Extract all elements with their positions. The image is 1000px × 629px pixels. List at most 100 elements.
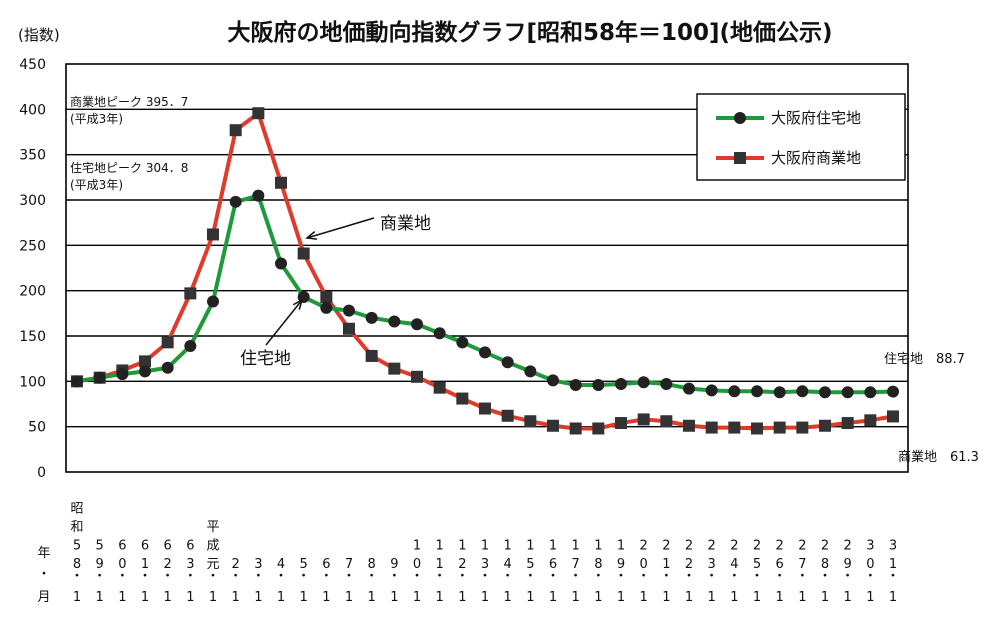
x-year-char: 2 — [685, 539, 693, 554]
x-tick-label: 2 4・ 1 — [728, 539, 741, 606]
x-tick-label: 61・1 — [138, 539, 151, 606]
gridlines — [66, 108, 908, 428]
data-point — [819, 419, 831, 432]
data-point — [501, 409, 514, 422]
plot-border — [65, 63, 909, 473]
data-point — [365, 311, 378, 324]
data-point — [569, 378, 582, 391]
data-point — [388, 362, 401, 375]
x-year-char: 1 — [458, 539, 466, 554]
x-year-char: 5 — [526, 557, 534, 572]
x-tick-label: 1 6・ 1 — [546, 539, 559, 606]
data-point — [728, 385, 741, 398]
data-point — [796, 421, 809, 434]
data-point — [479, 402, 491, 415]
commercial-peak-year: (平成3年) — [70, 112, 123, 126]
x-separator: ・ — [546, 569, 559, 584]
x-year-char: 1 — [889, 557, 897, 572]
x-tick-label: 22・1 — [682, 539, 695, 606]
data-point — [479, 346, 491, 359]
x-separator: ・ — [524, 569, 537, 584]
x-separator: ・ — [773, 569, 786, 584]
data-point — [773, 421, 786, 434]
data-point — [705, 421, 718, 434]
data-point — [660, 378, 673, 391]
data-point — [456, 336, 469, 349]
residential-peak-year: (平成3年) — [70, 178, 123, 192]
x-year-char: 1 — [436, 557, 444, 572]
x-separator: ・ — [501, 569, 514, 584]
x-year-char: 2 — [753, 539, 761, 554]
data-point — [365, 349, 378, 362]
x-year-char: 1 — [617, 539, 625, 554]
data-point — [773, 386, 786, 399]
x-separator: ・ — [93, 569, 106, 584]
x-month-label: 1 — [96, 590, 104, 605]
data-point — [343, 322, 355, 335]
data-point — [547, 419, 559, 432]
residential-callout: 住宅地 — [240, 349, 291, 369]
x-year-char: 昭 — [70, 502, 83, 517]
x-month-label: 1 — [254, 590, 262, 605]
x-month-label: 1 — [300, 590, 308, 605]
x-month-label: 1 — [572, 590, 580, 605]
data-point — [841, 386, 854, 399]
x-month-label: 1 — [549, 590, 557, 605]
x-separator: ・ — [116, 569, 129, 584]
legend-label: 大阪府住宅地 — [771, 109, 861, 127]
x-row-label-year: 年 — [37, 546, 50, 561]
x-separator: ・ — [70, 569, 83, 584]
x-tick-label: 1 4・ 1 — [501, 539, 514, 606]
data-point — [751, 385, 763, 398]
arrow-shaft — [306, 217, 375, 239]
data-point — [637, 413, 650, 426]
x-tick-label: 2 5・ 1 — [750, 539, 763, 606]
legend-marker — [734, 152, 746, 164]
x-separator: ・ — [138, 569, 151, 584]
plot-frame — [65, 63, 909, 473]
x-tick-label: 9・ 1 — [388, 557, 401, 605]
x-tick-label: 1 8・ 1 — [592, 539, 605, 606]
data-point — [705, 384, 718, 397]
x-year-char: 1 — [141, 557, 149, 572]
x-tick-label: 2・ 1 — [229, 557, 242, 605]
x-year-char: 3 — [254, 557, 262, 572]
x-year-char: 1 — [594, 539, 602, 554]
data-point — [547, 374, 559, 387]
x-year-char: 9 — [96, 557, 104, 572]
data-point — [796, 385, 809, 398]
data-point — [297, 247, 310, 260]
data-point — [343, 304, 355, 317]
x-separator: ・ — [886, 569, 899, 584]
x-year-char: 3 — [889, 539, 897, 554]
x-separator: ・ — [569, 569, 582, 584]
x-year-char: 8 — [821, 557, 829, 572]
x-year-char: 1 — [526, 539, 534, 554]
x-year-char: 5 — [96, 539, 104, 554]
x-separator: ・ — [478, 569, 491, 584]
x-tick-label: 6 2・ 1 — [161, 539, 174, 606]
x-year-char: 6 — [776, 557, 784, 572]
data-point — [320, 301, 333, 314]
data-point — [71, 375, 83, 388]
x-month-label: 1 — [640, 590, 648, 605]
x-separator: ・ — [433, 569, 446, 584]
x-month-label: 1 — [504, 590, 512, 605]
y-axis-ticks: 0 50 100 150 200 250 300 350 400 450 — [19, 57, 46, 481]
data-point — [275, 176, 287, 189]
x-tick-label: 2 6・ 1 — [773, 539, 786, 606]
x-separator: ・ — [660, 569, 673, 584]
data-point — [569, 422, 582, 435]
commercial-arrow — [305, 217, 375, 240]
x-year-char: 0 — [866, 557, 874, 572]
commercial-end-label: 商業地 61.3 — [898, 449, 979, 465]
x-axis-labels: 昭和58・159・160・161・162・163・1平成元・12・13・14・1… — [37, 502, 899, 606]
x-separator: ・ — [297, 569, 310, 584]
data-point — [524, 365, 537, 378]
y-tick-label: 100 — [19, 374, 46, 390]
x-year-char: 元 — [206, 557, 219, 572]
x-month-label: 1 — [209, 590, 217, 605]
x-separator: ・ — [184, 569, 197, 584]
